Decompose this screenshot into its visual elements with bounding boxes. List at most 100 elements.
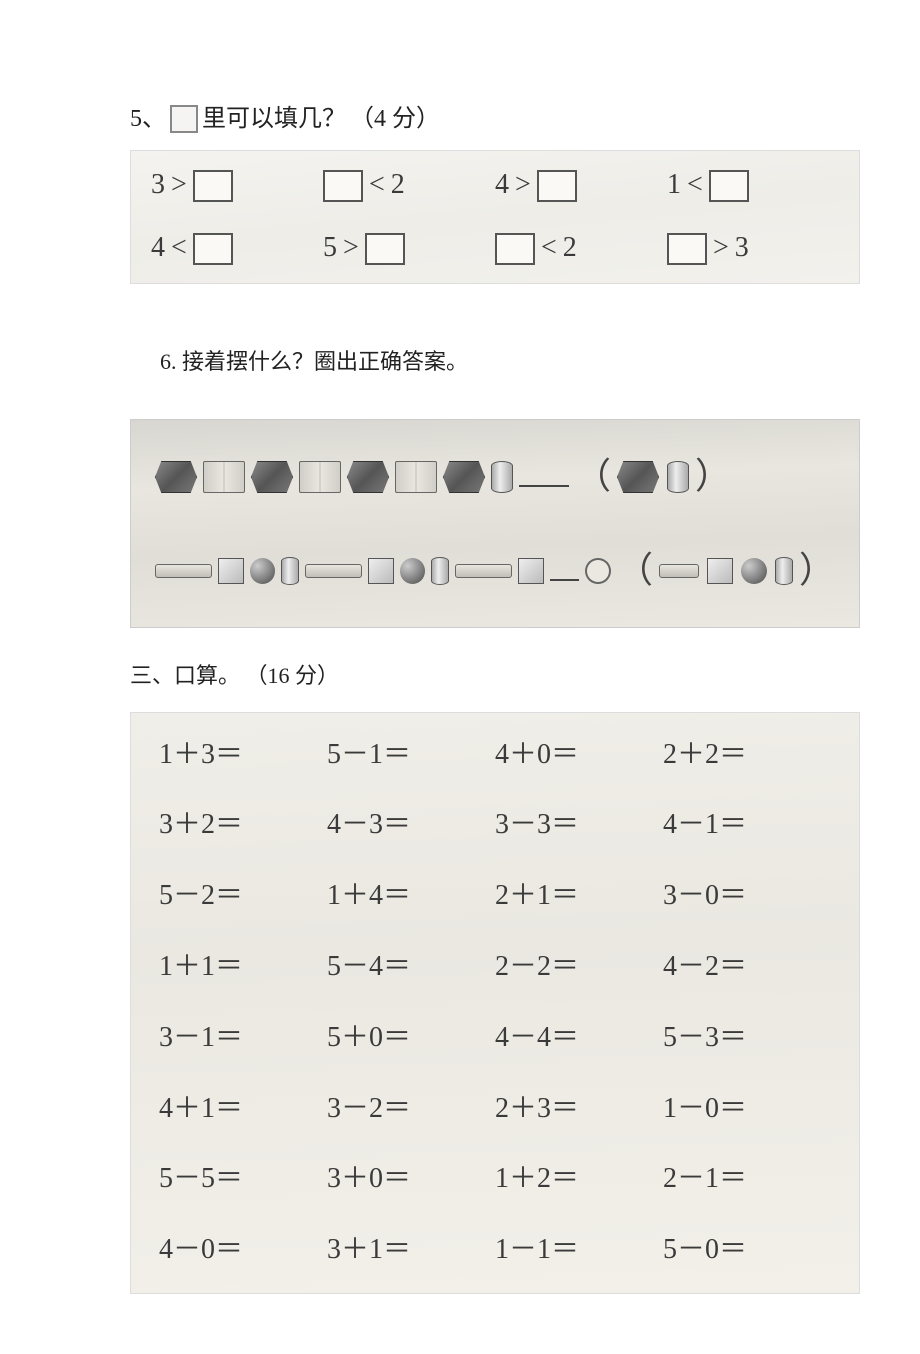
q6-number: 6. [160,349,177,374]
answer-box[interactable] [495,233,535,265]
inequality-cell: 4> [495,163,667,208]
inequality-cell: 1< [667,163,839,208]
answer-box[interactable] [709,170,749,202]
ineq-op: > [515,163,531,208]
oral-problem[interactable]: 4－0＝ [159,1228,327,1273]
section3-header: 三、口算。 （16 分） [130,658,860,693]
oral-problem[interactable]: 1＋2＝ [495,1157,663,1202]
option-sphere-icon[interactable] [741,558,767,584]
oral-problem[interactable]: 5－2＝ [159,874,327,919]
inequality-cell: >3 [667,226,839,271]
ineq-right: 2 [391,163,405,208]
q5-points: （4 分） [350,100,440,138]
ineq-op: < [171,226,187,271]
option-hexagon-icon[interactable] [617,461,659,493]
oral-problem[interactable]: 5－3＝ [663,1016,831,1061]
ineq-op: < [687,163,703,208]
paren-close: ） [695,448,731,506]
ineq-left: 3 [151,163,165,208]
ineq-left: 5 [323,226,337,271]
circle-outline-icon [585,558,611,584]
q6-prompt: 接着摆什么？圈出正确答案。 [182,349,468,374]
paren-close: ） [799,542,835,600]
oral-problem[interactable]: 1＋4＝ [327,874,495,919]
oral-problem[interactable]: 3＋1＝ [327,1228,495,1273]
oral-problem[interactable]: 2＋2＝ [663,733,831,778]
ineq-right: 2 [563,226,577,271]
oral-problem[interactable]: 1＋1＝ [159,945,327,990]
q6-pattern-block: （ ） （ ） [130,419,860,628]
hexagon-icon [155,461,197,493]
answer-box[interactable] [667,233,707,265]
option-flat-rect-icon[interactable] [659,564,699,578]
oral-problem[interactable]: 5－0＝ [663,1228,831,1273]
q5-inequality-block: 3><24>1<4<5><2>3 [130,150,860,284]
flat-rect-icon [455,564,512,578]
paren-open: （ [575,448,611,506]
inequality-cell: 4< [151,226,323,271]
blank-line[interactable] [550,561,580,581]
inequality-cell: <2 [495,226,667,271]
q6-row2-options[interactable] [659,557,793,585]
oral-problem[interactable]: 3－1＝ [159,1016,327,1061]
hexagon-icon [251,461,293,493]
inequality-cell: <2 [323,163,495,208]
cube-icon [218,558,244,584]
option-cylinder-icon[interactable] [667,461,689,493]
sphere-icon [400,558,426,584]
q6-header: 6. 接着摆什么？圈出正确答案。 [160,344,860,379]
flat-rect-icon [305,564,362,578]
oral-problem[interactable]: 4＋0＝ [495,733,663,778]
oral-calc-block: 1＋3＝5－1＝4＋0＝2＋2＝ 3＋2＝4－3＝3－3＝4－1＝ 5－2＝1＋4＝… [130,712,860,1294]
oral-problem[interactable]: 1－0＝ [663,1087,831,1132]
oral-problem[interactable]: 5－4＝ [327,945,495,990]
openbook-icon [203,461,245,493]
oral-problem[interactable]: 3－2＝ [327,1087,495,1132]
q6-row1-options[interactable] [617,461,689,493]
inequality-cell: 5> [323,226,495,271]
oral-problem[interactable]: 5－5＝ [159,1157,327,1202]
oral-problem[interactable]: 2－2＝ [495,945,663,990]
inequality-cell: 3> [151,163,323,208]
option-cube-icon[interactable] [707,558,733,584]
q5-number: 5、 [130,100,166,138]
cylinder-icon [281,557,299,585]
oral-problem[interactable]: 5－1＝ [327,733,495,778]
section3-points: （16 分） [246,663,340,688]
oral-problem[interactable]: 3＋2＝ [159,803,327,848]
oral-problem[interactable]: 4－3＝ [327,803,495,848]
oral-problem[interactable]: 5＋0＝ [327,1016,495,1061]
ineq-op: < [541,226,557,271]
ineq-left: 4 [151,226,165,271]
oral-problem[interactable]: 3－3＝ [495,803,663,848]
sphere-icon [250,558,276,584]
oral-problem[interactable]: 4－2＝ [663,945,831,990]
oral-problem[interactable]: 1－1＝ [495,1228,663,1273]
answer-box[interactable] [323,170,363,202]
openbook-icon [299,461,341,493]
pattern-row-1: （ ） [155,448,835,506]
hexagon-icon [443,461,485,493]
answer-box[interactable] [537,170,577,202]
oral-problem[interactable]: 1＋3＝ [159,733,327,778]
oral-problem[interactable]: 3－0＝ [663,874,831,919]
ineq-right: 3 [735,226,749,271]
ineq-left: 1 [667,163,681,208]
answer-box[interactable] [193,233,233,265]
ineq-op: < [369,163,385,208]
oral-problem[interactable]: 4＋1＝ [159,1087,327,1132]
blank-line[interactable] [519,467,569,487]
q5-header: 5、 里可以填几？ （4 分） [130,100,860,138]
pattern-row-2: （ ） [155,542,835,600]
oral-problem[interactable]: 2＋3＝ [495,1087,663,1132]
ineq-op: > [343,226,359,271]
answer-box[interactable] [193,170,233,202]
oral-problem[interactable]: 2＋1＝ [495,874,663,919]
oral-problem[interactable]: 4－4＝ [495,1016,663,1061]
answer-box[interactable] [365,233,405,265]
oral-problem[interactable]: 2－1＝ [663,1157,831,1202]
oral-problem[interactable]: 4－1＝ [663,803,831,848]
ineq-op: > [713,226,729,271]
oral-problem[interactable]: 3＋0＝ [327,1157,495,1202]
option-cylinder-icon[interactable] [775,557,793,585]
